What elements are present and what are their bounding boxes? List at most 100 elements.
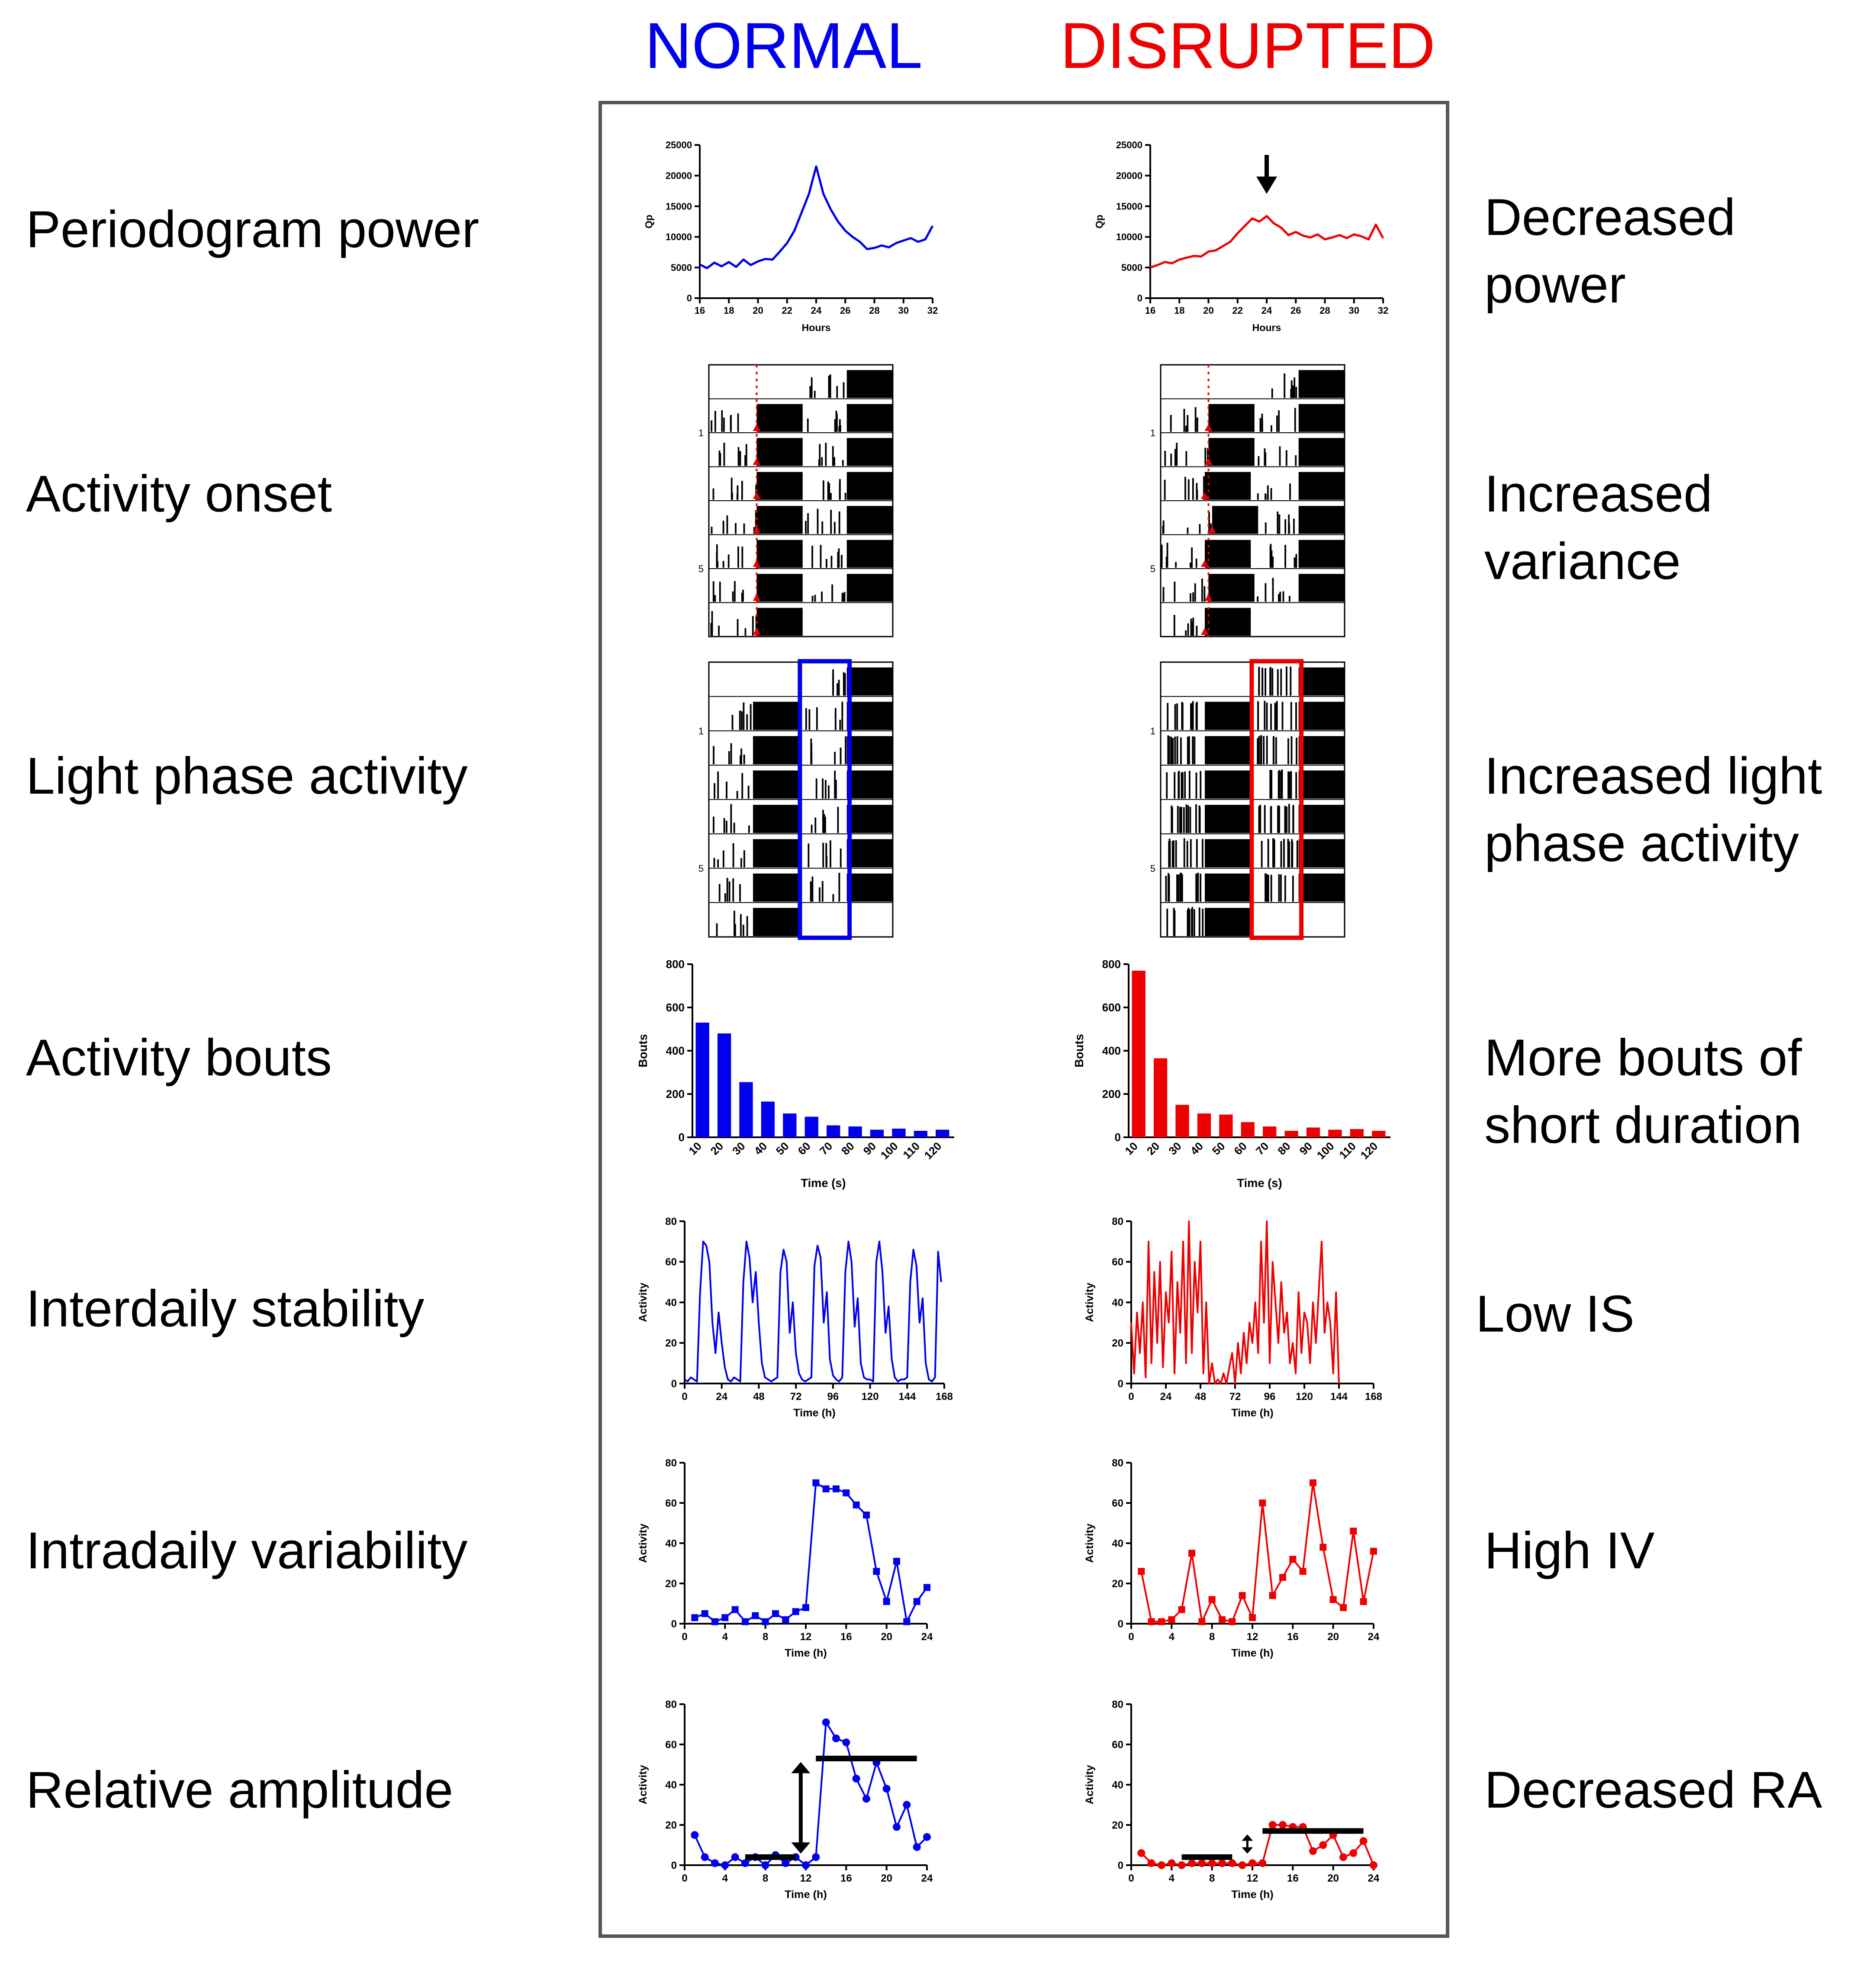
- actogram-activity-bar: [844, 673, 846, 696]
- actogram-active-block: [1298, 574, 1345, 602]
- actogram-activity-bar: [838, 679, 840, 696]
- data-point: [1178, 1861, 1186, 1869]
- actogram-activity-bar: [1188, 909, 1191, 936]
- actogram-activity-bar: [807, 513, 809, 534]
- actogram-activity-bar: [1199, 524, 1201, 534]
- actogram-activity-bar: [1192, 478, 1194, 500]
- x-tick-label: 0: [682, 1873, 687, 1884]
- onset-marker: [1201, 560, 1209, 567]
- actogram-activity-bar: [719, 453, 721, 466]
- actogram-activity-bar: [1173, 840, 1175, 868]
- actogram-activity-bar: [1258, 736, 1260, 765]
- data-point: [893, 1557, 900, 1565]
- actogram-activity-bar: [1272, 578, 1274, 602]
- x-tick-label: 20: [1327, 1631, 1339, 1643]
- actogram-activity-bar: [1185, 804, 1187, 833]
- light-phase-highlight-box: [798, 659, 852, 940]
- row-label-activity-onset: Activity onset: [26, 465, 332, 523]
- actogram-activity-bar: [1162, 520, 1165, 534]
- actogram-activity-bar: [807, 418, 809, 432]
- actogram-activity-bar: [755, 615, 757, 636]
- actogram-activity-bar: [1276, 703, 1278, 730]
- actogram-activity-bar: [1187, 528, 1189, 534]
- y-tick-label: 80: [665, 1457, 677, 1469]
- x-axis-label: Time (h): [785, 1889, 827, 1901]
- actogram-activity-bar: [740, 748, 743, 765]
- actogram-activity-bar: [838, 511, 840, 534]
- actogram-activity-bar: [826, 559, 827, 568]
- y-tick-label: 60: [1112, 1497, 1123, 1509]
- actogram-activity-bar: [1278, 410, 1280, 432]
- bouts-bar: [717, 1033, 731, 1137]
- actogram-activity-bar: [1279, 446, 1281, 466]
- actogram-active-block: [1298, 506, 1345, 534]
- y-tick-label: 25000: [1116, 140, 1142, 151]
- x-tick-label: 26: [1290, 305, 1301, 316]
- y-tick-label: 40: [1112, 1297, 1123, 1309]
- amplitude-arrow-icon: [1242, 1834, 1253, 1841]
- y-tick-label: 400: [666, 1044, 685, 1057]
- result-line: More bouts of: [1484, 1029, 1802, 1087]
- actogram-activity-bar: [1267, 839, 1269, 868]
- onset-marker: [1201, 628, 1209, 635]
- actogram-active-block: [1298, 472, 1345, 500]
- actogram-activity-bar: [723, 442, 725, 466]
- actogram-activity-bar: [1287, 839, 1289, 868]
- x-tick-label: 0: [682, 1391, 687, 1403]
- actogram-activity-bar: [808, 709, 811, 730]
- onset-marker: [753, 628, 761, 635]
- onset-marker: [1204, 424, 1213, 431]
- actogram-activity-bar: [1267, 494, 1269, 500]
- x-tick-label: 26: [840, 305, 850, 316]
- actogram-activity-bar: [1196, 417, 1198, 432]
- actogram-row-label: 1: [698, 726, 704, 737]
- actogram-activity-bar: [1181, 772, 1183, 799]
- actogram-activity-bar: [741, 481, 743, 500]
- x-tick-label: 10: [686, 1139, 704, 1158]
- y-axis-label: Activity: [1084, 1524, 1096, 1563]
- actogram-activity-bar: [1280, 841, 1282, 868]
- actogram-activity-bar: [1276, 415, 1278, 432]
- data-point: [832, 1734, 840, 1743]
- x-tick-label: 16: [1287, 1631, 1299, 1643]
- data-point: [1208, 1596, 1216, 1603]
- actogram-active-block: [1208, 574, 1255, 602]
- y-tick-label: 0: [671, 1618, 677, 1630]
- bouts-bar: [1350, 1129, 1364, 1137]
- actogram-activity-bar: [837, 683, 838, 696]
- result-light-phase: Increased light phase activity: [1484, 742, 1822, 877]
- y-tick-label: 0: [1118, 1618, 1123, 1630]
- actogram-activity-bar: [843, 592, 846, 602]
- actogram-activity-bar: [1161, 544, 1163, 568]
- y-tick-label: 40: [1112, 1538, 1123, 1549]
- x-tick-label: 16: [1287, 1873, 1299, 1884]
- actogram-activity-bar: [1166, 772, 1168, 799]
- y-axis-label: Bouts: [636, 1034, 650, 1067]
- actogram-active-block: [756, 608, 803, 636]
- actogram-activity-bar: [734, 924, 736, 936]
- actogram-activity-bar: [836, 386, 838, 398]
- data-point: [1239, 1592, 1246, 1599]
- x-tick-label: 12: [800, 1873, 812, 1884]
- data-point: [1299, 1568, 1306, 1575]
- data-point: [1158, 1861, 1165, 1869]
- actogram-active-block: [753, 873, 799, 902]
- y-tick-label: 25000: [666, 140, 692, 151]
- actogram-activity-bar: [1257, 596, 1259, 602]
- actogram-activity-bar: [1192, 592, 1194, 602]
- x-tick-label: 96: [827, 1391, 839, 1403]
- data-point: [1329, 1596, 1337, 1603]
- x-tick-label: 28: [869, 305, 879, 316]
- x-tick-label: 4: [722, 1873, 728, 1884]
- data-point: [1249, 1614, 1256, 1622]
- data-point: [1259, 1499, 1266, 1506]
- actogram-active-block: [756, 506, 803, 534]
- actogram-activity-bar: [805, 708, 807, 730]
- actogram-activity-bar: [1267, 875, 1269, 902]
- x-axis-label: Time (s): [801, 1176, 846, 1190]
- actogram-activity-bar: [1264, 701, 1266, 730]
- actogram-activity-bar: [712, 581, 714, 602]
- data-point: [1279, 1821, 1287, 1829]
- actogram-activity-bar: [736, 791, 738, 799]
- actogram-activity-bar: [733, 822, 735, 833]
